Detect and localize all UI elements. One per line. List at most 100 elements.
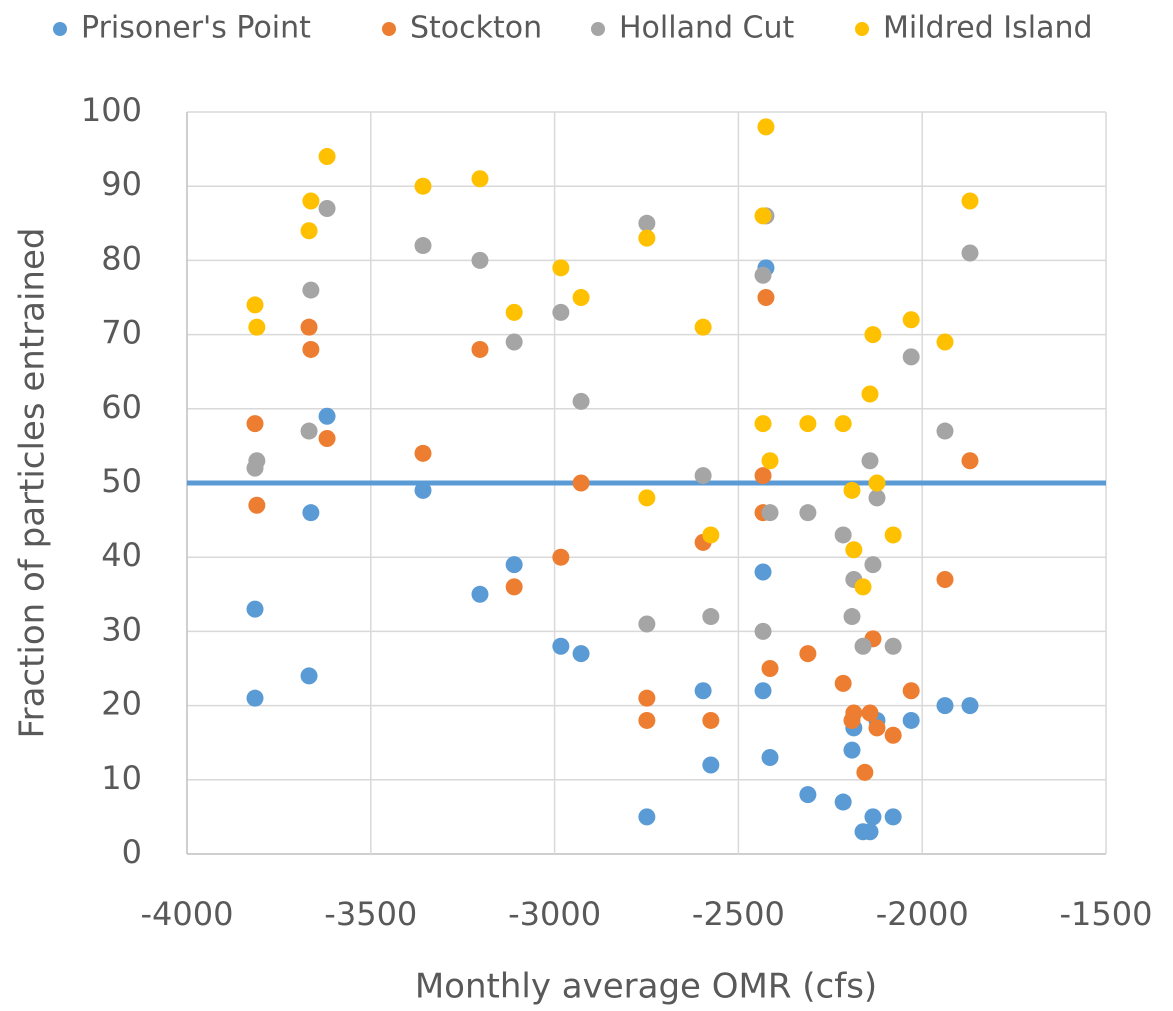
point xyxy=(572,645,590,663)
point xyxy=(248,496,266,514)
point xyxy=(761,452,779,470)
point xyxy=(936,333,954,351)
point xyxy=(861,452,879,470)
point xyxy=(318,429,336,447)
point xyxy=(702,608,720,626)
y-axis-title: Fraction of particles entrained xyxy=(13,228,53,739)
point xyxy=(884,726,902,744)
point xyxy=(834,415,852,433)
point xyxy=(761,660,779,677)
point xyxy=(961,244,979,262)
point xyxy=(638,229,656,247)
point xyxy=(572,474,590,492)
point xyxy=(505,333,523,351)
point xyxy=(834,674,852,692)
point xyxy=(936,697,954,715)
point xyxy=(961,452,979,470)
point xyxy=(884,637,902,655)
point xyxy=(754,207,772,225)
point xyxy=(845,704,863,722)
point xyxy=(638,689,656,707)
point xyxy=(702,711,720,729)
point xyxy=(761,749,779,767)
point xyxy=(318,199,336,217)
point xyxy=(300,422,318,440)
point xyxy=(302,281,320,299)
point xyxy=(754,266,772,284)
point xyxy=(300,667,318,685)
legend-label: Stockton xyxy=(410,11,542,46)
point xyxy=(861,823,879,841)
point xyxy=(864,808,882,826)
point xyxy=(414,481,432,499)
point xyxy=(754,415,772,433)
point xyxy=(302,192,320,210)
point xyxy=(845,541,863,559)
point xyxy=(300,318,318,336)
point xyxy=(754,682,772,700)
x-tick-label: -2000 xyxy=(876,895,969,933)
y-tick-label: 50 xyxy=(101,462,142,500)
point xyxy=(761,504,779,522)
point xyxy=(757,289,775,306)
x-axis-title: Monthly average OMR (cfs) xyxy=(415,967,877,1007)
point xyxy=(754,467,772,485)
y-tick-label: 90 xyxy=(101,165,142,203)
legend-label: Holland Cut xyxy=(619,11,795,46)
point xyxy=(902,348,920,366)
point xyxy=(868,474,886,492)
point xyxy=(505,578,523,596)
point xyxy=(754,563,772,581)
point xyxy=(246,689,264,707)
point xyxy=(638,214,656,232)
point xyxy=(552,303,570,321)
y-tick-label: 10 xyxy=(101,759,142,797)
x-tick-label: -1500 xyxy=(1060,895,1153,933)
legend-label: Prisoner's Point xyxy=(81,11,311,46)
legend-marker xyxy=(53,22,67,36)
x-tick-label: -4000 xyxy=(141,895,234,933)
x-tick-label: -3000 xyxy=(508,895,601,933)
point xyxy=(414,237,432,255)
point xyxy=(694,467,712,485)
point xyxy=(471,251,489,269)
point xyxy=(799,504,817,522)
point xyxy=(864,326,882,344)
point xyxy=(799,645,817,663)
point xyxy=(302,504,320,522)
point xyxy=(694,682,712,700)
point xyxy=(505,303,523,321)
point xyxy=(757,118,775,136)
point xyxy=(702,526,720,544)
point xyxy=(854,578,872,596)
point xyxy=(318,407,336,425)
point xyxy=(471,340,489,358)
point xyxy=(638,615,656,633)
point xyxy=(552,259,570,277)
point xyxy=(572,289,590,306)
point xyxy=(505,556,523,574)
point xyxy=(799,786,817,804)
point xyxy=(246,415,264,433)
point xyxy=(799,415,817,433)
point xyxy=(414,177,432,195)
point xyxy=(246,600,264,618)
point xyxy=(638,711,656,729)
point xyxy=(754,622,772,640)
point xyxy=(961,192,979,210)
point xyxy=(248,452,266,470)
point xyxy=(572,392,590,410)
point xyxy=(300,222,318,240)
y-tick-label: 60 xyxy=(101,388,142,426)
y-tick-label: 20 xyxy=(101,685,142,723)
point xyxy=(856,763,874,781)
point xyxy=(936,422,954,440)
point xyxy=(884,526,902,544)
legend-marker xyxy=(382,22,396,36)
point xyxy=(936,570,954,588)
point xyxy=(854,637,872,655)
y-tick-label: 40 xyxy=(101,536,142,574)
point xyxy=(471,585,489,603)
point xyxy=(843,608,861,626)
